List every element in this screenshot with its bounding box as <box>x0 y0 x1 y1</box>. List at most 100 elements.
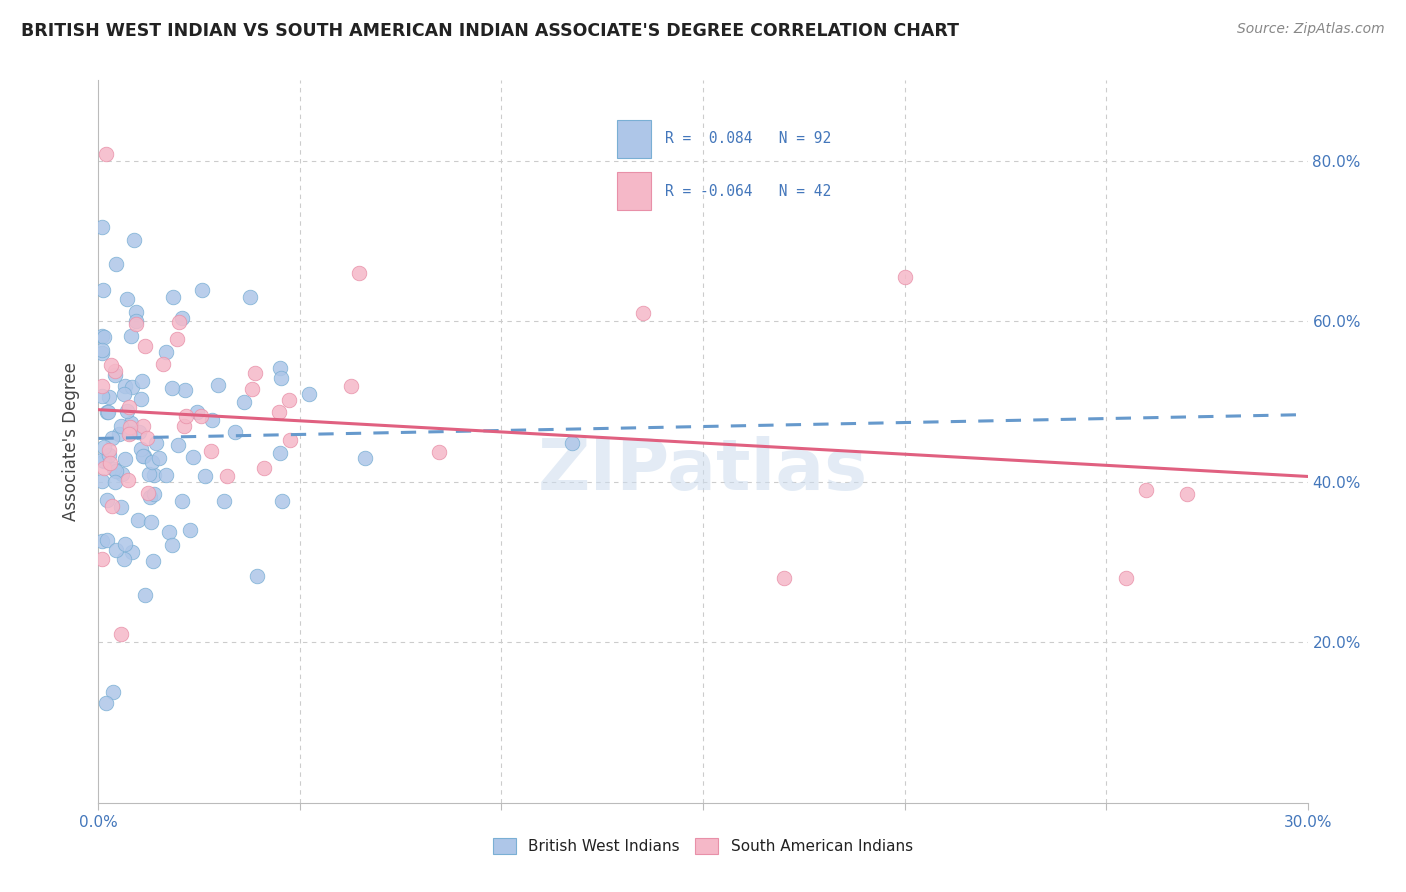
Point <box>181 450 204 464</box>
Point <box>108 427 131 442</box>
Text: Source: ZipAtlas.com: Source: ZipAtlas.com <box>1237 22 1385 37</box>
Point <box>132 450 155 464</box>
Point <box>120 329 142 343</box>
Point <box>101 685 124 699</box>
Point <box>240 382 263 396</box>
Point <box>173 419 195 434</box>
Point <box>94 696 117 710</box>
Point <box>143 468 166 483</box>
Point <box>98 456 121 470</box>
Point <box>105 543 128 558</box>
Point <box>91 283 114 297</box>
Point <box>179 523 201 537</box>
Point <box>91 389 114 403</box>
Point <box>143 487 166 501</box>
Point <box>114 537 136 551</box>
Point <box>278 392 301 407</box>
Y-axis label: Associate's Degree: Associate's Degree <box>62 362 80 521</box>
Point <box>194 468 217 483</box>
Point <box>91 474 114 488</box>
Point <box>201 412 224 426</box>
Point <box>91 552 114 566</box>
Point <box>243 366 266 380</box>
Point <box>120 420 142 434</box>
Point <box>278 434 301 448</box>
Point <box>141 455 163 469</box>
Point <box>112 552 135 566</box>
Point <box>269 361 291 376</box>
Point <box>271 494 294 508</box>
Point <box>91 379 114 393</box>
Point <box>561 436 583 450</box>
Point <box>215 469 238 483</box>
Point <box>117 474 139 488</box>
Point <box>1175 486 1198 500</box>
Point <box>129 442 152 457</box>
Point <box>97 405 120 419</box>
Point <box>132 449 155 463</box>
Point <box>1135 483 1157 497</box>
Point <box>157 524 180 539</box>
Point <box>111 467 134 481</box>
Point <box>118 426 141 441</box>
Point <box>127 513 149 527</box>
Point <box>233 394 256 409</box>
Point <box>160 538 183 552</box>
Point <box>134 588 156 602</box>
Point <box>93 461 115 475</box>
Point <box>631 306 654 320</box>
Point <box>125 317 148 331</box>
Point <box>97 442 120 457</box>
Text: ZIPatlas: ZIPatlas <box>538 436 868 505</box>
Point <box>105 464 128 478</box>
Point <box>340 379 363 393</box>
Point <box>101 499 124 513</box>
Point <box>93 330 115 344</box>
Point <box>93 440 115 454</box>
Point <box>91 343 114 357</box>
Point <box>117 292 139 306</box>
Point <box>94 146 117 161</box>
Point <box>354 451 377 466</box>
Point <box>269 405 291 419</box>
Point <box>138 467 160 482</box>
Point <box>224 425 246 440</box>
Point <box>427 445 450 459</box>
Point <box>148 451 170 466</box>
Point <box>120 416 142 430</box>
Point <box>128 425 150 440</box>
Point <box>269 446 291 460</box>
Point <box>162 290 184 304</box>
Point <box>772 571 794 585</box>
Point <box>129 392 152 406</box>
Point <box>131 374 153 388</box>
Point <box>91 453 114 467</box>
Point <box>104 368 127 382</box>
Point <box>114 451 136 466</box>
Point <box>239 290 262 304</box>
Point <box>110 419 132 434</box>
Point <box>91 533 114 548</box>
Point <box>93 454 115 468</box>
Point <box>172 310 194 325</box>
Point <box>100 358 122 372</box>
Point <box>114 379 136 393</box>
Point <box>96 533 118 547</box>
Point <box>96 405 118 419</box>
Point <box>214 493 236 508</box>
Point <box>152 357 174 371</box>
Point <box>893 269 915 284</box>
Point <box>347 266 370 280</box>
Point <box>155 468 177 483</box>
Point <box>125 313 148 327</box>
Legend: British West Indians, South American Indians: British West Indians, South American Ind… <box>488 832 918 860</box>
Point <box>167 438 190 452</box>
Point <box>91 345 114 359</box>
Point <box>139 516 162 530</box>
Point <box>1115 571 1137 585</box>
Point <box>173 384 195 398</box>
Point <box>131 419 153 434</box>
Point <box>98 390 121 404</box>
Point <box>124 233 146 247</box>
Text: BRITISH WEST INDIAN VS SOUTH AMERICAN INDIAN ASSOCIATE'S DEGREE CORRELATION CHAR: BRITISH WEST INDIAN VS SOUTH AMERICAN IN… <box>21 22 959 40</box>
